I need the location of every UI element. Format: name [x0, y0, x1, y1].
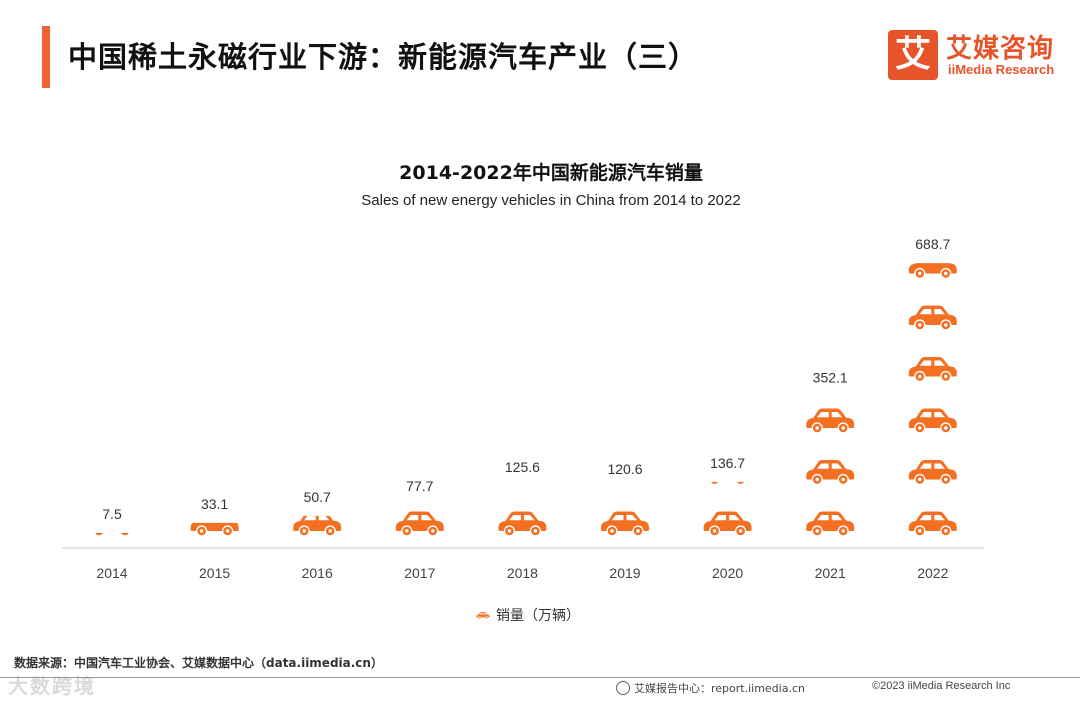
- footer-report-text: 艾媒报告中心：report.iimedia.cn: [634, 682, 805, 695]
- x-tick-label: 2014: [96, 565, 127, 581]
- x-tick-label: 2018: [507, 565, 538, 581]
- bar-icon: [908, 511, 957, 536]
- value-label: 688.7: [915, 236, 950, 252]
- title-accent-bar: [42, 26, 50, 88]
- footer-divider: [0, 677, 1080, 678]
- x-tick-label: 2015: [199, 565, 230, 581]
- bar-icon: [395, 511, 444, 536]
- data-source: 数据来源：中国汽车工业协会、艾媒数据中心（data.iimedia.cn）: [14, 656, 383, 670]
- brand-logo: 艾 艾媒咨询 iiMedia Research: [888, 30, 1060, 82]
- bar-icon: [908, 408, 957, 433]
- bar-2018: [498, 511, 547, 536]
- bar-icon: [190, 522, 239, 536]
- globe-icon: [616, 681, 630, 695]
- value-label: 352.1: [813, 370, 848, 386]
- bar-2016: [293, 515, 342, 536]
- bar-2020: [703, 481, 752, 536]
- x-tick-label: 2020: [712, 565, 743, 581]
- value-label: 50.7: [304, 489, 331, 505]
- bar-icon: [806, 511, 855, 536]
- bar-icon: [806, 408, 855, 433]
- value-label: 136.7: [710, 455, 745, 471]
- chart-title: 2014-2022年中国新能源汽车销量: [399, 162, 703, 184]
- bar-2017: [395, 511, 444, 536]
- bars-layer: [88, 263, 957, 536]
- footer-report: 艾媒报告中心：report.iimedia.cn: [616, 680, 805, 696]
- x-tick-label: 2017: [404, 565, 435, 581]
- bar-2015: [190, 522, 239, 536]
- bar-2021: [806, 408, 855, 536]
- page-title: 中国稀土永磁行业下游：新能源汽车产业（三）: [68, 40, 699, 74]
- x-tick-label: 2022: [917, 565, 948, 581]
- chart-subtitle: Sales of new energy vehicles in China fr…: [361, 192, 741, 209]
- bar-icon: [908, 460, 957, 485]
- bar-2019: [601, 511, 649, 536]
- bar-icon: [806, 460, 855, 485]
- logo-mark: 艾: [888, 30, 938, 80]
- logo-name-cn: 艾媒咨询: [946, 34, 1055, 64]
- bar-icon: [908, 305, 957, 330]
- x-tick-label: 2019: [609, 565, 640, 581]
- bar-icon: [908, 263, 957, 279]
- bar-icon: [498, 511, 547, 536]
- bar-icon: [908, 357, 957, 382]
- bar-icon: [293, 515, 342, 536]
- x-tick-label: 2021: [815, 565, 846, 581]
- legend-label: 销量（万辆）: [496, 608, 580, 624]
- labels-layer: 7.5 2014 33.1 2015 50.7 2016 77.7 2017 125.6 2018…: [96, 236, 950, 581]
- bar-icon: [601, 511, 649, 536]
- value-label: 7.5: [102, 506, 122, 522]
- value-label: 33.1: [201, 496, 228, 512]
- chart-legend: 销量（万辆）: [476, 604, 580, 626]
- value-label: 120.6: [607, 461, 642, 477]
- value-label: 125.6: [505, 459, 540, 475]
- x-tick-label: 2016: [302, 565, 333, 581]
- bar-2022: [908, 263, 957, 536]
- footer-copyright: ©2023 iiMedia Research Inc: [872, 680, 1011, 692]
- logo-name-en: iiMedia Research: [948, 62, 1055, 77]
- legend-car-icon: [476, 610, 490, 620]
- watermark-logo: 大数跨境: [8, 674, 96, 698]
- value-label: 77.7: [406, 478, 433, 494]
- bar-icon: [703, 511, 752, 536]
